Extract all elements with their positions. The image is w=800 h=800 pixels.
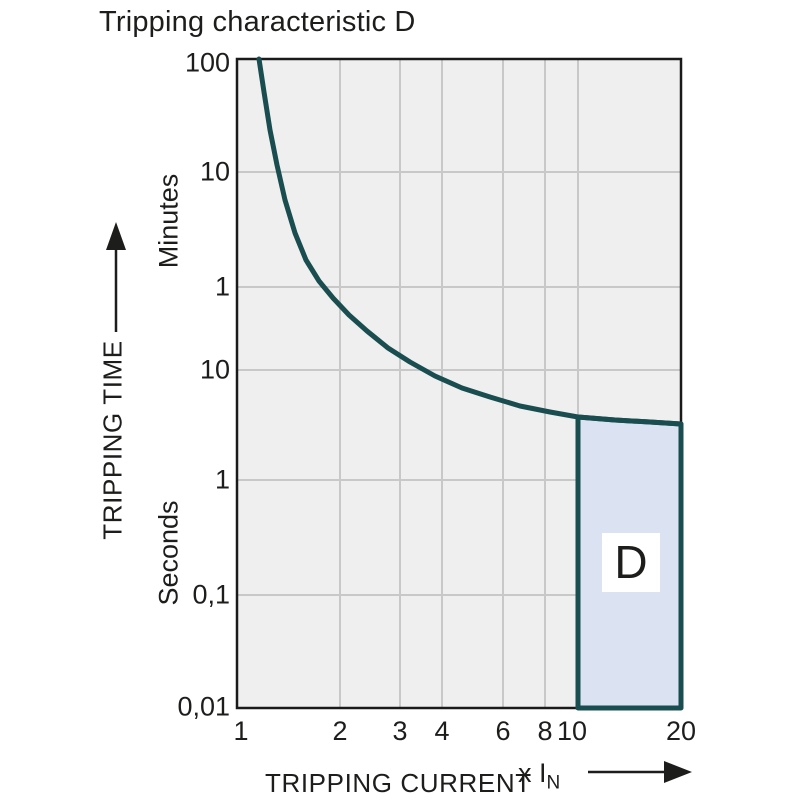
x-tick-label-4: 4 <box>434 716 450 746</box>
y-unit-minutes: Minutes <box>153 173 184 269</box>
y-unit-seconds: Seconds <box>153 500 184 606</box>
y-tick-label-1s: 1 <box>214 464 230 495</box>
chart-title: Tripping characteristic D <box>99 6 416 38</box>
x-tick-label-10: 10 <box>556 716 588 746</box>
y-tick-label-10s: 10 <box>199 354 230 385</box>
tripping-curve <box>256 56 684 427</box>
y-tick-label-0.1s: 0,1 <box>192 579 230 610</box>
x-tick-label-8: 8 <box>537 716 553 746</box>
x-tick-label-20: 20 <box>665 716 697 746</box>
y-tick-label-100min: 100 <box>184 47 230 78</box>
y-tick-label-10min: 10 <box>199 156 230 187</box>
x-axis-caption: TRIPPING CURRENT <box>265 768 532 798</box>
x-axis-unit-text: x I <box>518 758 547 788</box>
y-axis-caption: TRIPPING TIME <box>97 340 128 540</box>
x-tick-label-6: 6 <box>495 716 511 746</box>
y-tick-label-1min: 1 <box>214 271 230 302</box>
y-tick-label-0.01s: 0,01 <box>177 691 230 722</box>
x-tick-label-3: 3 <box>392 716 408 746</box>
x-axis-unit-subscript: N <box>546 772 561 794</box>
plot-border <box>235 57 683 710</box>
x-axis-unit: x IN <box>518 758 560 794</box>
x-tick-label-2: 2 <box>332 716 348 746</box>
region-label-d: D <box>602 533 660 592</box>
x-tick-label-1: 1 <box>233 716 249 746</box>
up-arrow-icon <box>106 222 126 332</box>
right-arrow-icon <box>588 761 692 783</box>
